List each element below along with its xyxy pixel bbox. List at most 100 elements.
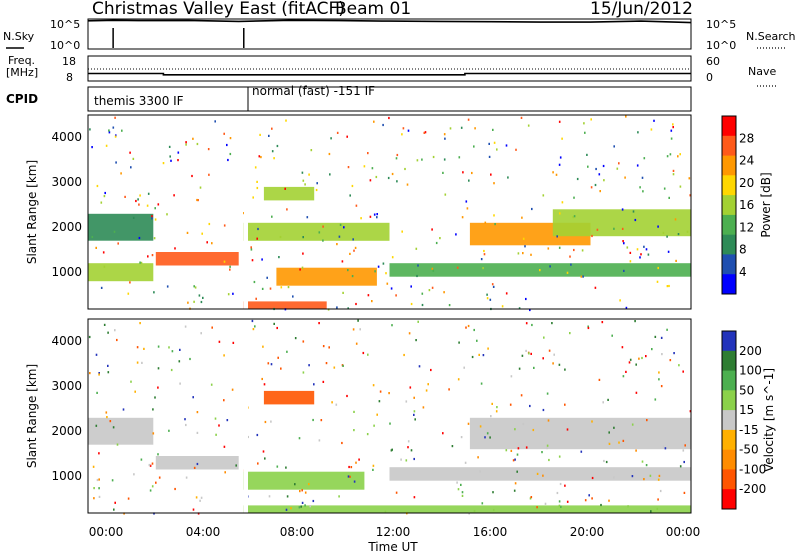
scatter-point — [200, 496, 203, 499]
scatter-point — [542, 357, 544, 360]
scatter-point — [146, 204, 149, 207]
xtick-0000: 00:00 — [89, 525, 124, 539]
scatter-point — [556, 235, 558, 238]
scatter-point — [357, 319, 359, 322]
scatter-point — [524, 245, 526, 248]
scatter-point — [493, 214, 495, 217]
velocity-colorbar-swatch — [722, 449, 736, 470]
scatter-point — [116, 338, 118, 342]
scatter-point — [507, 176, 509, 179]
scatter-point — [191, 174, 193, 178]
scatter-point — [493, 141, 496, 144]
scatter-point — [124, 195, 126, 198]
scatter-point — [343, 226, 345, 229]
scatter-point — [135, 199, 137, 203]
scatter-point — [336, 131, 339, 134]
velocity-colorbar-tick: -100 — [739, 462, 766, 476]
scatter-point — [640, 253, 642, 256]
scatter-point — [463, 366, 465, 369]
scatter-point — [657, 225, 659, 228]
xtick-0400: 04:00 — [186, 525, 221, 539]
scatter-point — [473, 145, 475, 148]
scatter-point — [520, 116, 523, 119]
scatter-point — [460, 436, 463, 439]
scatter-point — [639, 186, 641, 189]
scatter-point — [137, 198, 139, 201]
cpid-frame — [87, 86, 692, 112]
scatter-point — [211, 326, 213, 329]
scatter-point — [199, 186, 202, 189]
scatter-point — [355, 204, 358, 207]
data-band — [88, 417, 154, 445]
scatter-point — [672, 173, 675, 176]
nsearch-tick-low: 10^0 — [706, 39, 736, 52]
scatter-point — [276, 326, 278, 330]
scatter-point — [443, 291, 445, 294]
scatter-point — [232, 292, 234, 295]
scatter-point — [229, 265, 231, 268]
scatter-point — [486, 297, 489, 300]
scatter-point — [632, 210, 635, 213]
scatter-point — [553, 353, 555, 356]
scatter-point — [546, 447, 548, 450]
scatter-point — [347, 166, 350, 169]
scatter-point — [322, 345, 325, 348]
scatter-point — [439, 237, 441, 240]
scatter-point — [396, 153, 399, 157]
scatter-point — [193, 466, 196, 469]
data-band — [469, 417, 691, 450]
scatter-point — [376, 413, 378, 416]
scatter-point — [591, 497, 593, 500]
scatter-point — [372, 464, 375, 467]
velocity-colorbar: 200 100 50 15 -15 -50 -100 -200 Velocity [m s^-… — [721, 330, 776, 510]
scatter-point — [98, 495, 101, 498]
scatter-point — [587, 325, 589, 328]
data-band — [243, 301, 327, 309]
scatter-point — [196, 411, 199, 414]
scatter-point — [185, 476, 188, 479]
scatter-point — [414, 418, 416, 421]
scatter-point — [192, 396, 194, 399]
scatter-point — [223, 260, 226, 263]
data-band — [155, 252, 239, 266]
velocity-frame — [87, 318, 692, 514]
scatter-point — [193, 300, 195, 303]
scatter-point — [494, 223, 496, 226]
scatter-point — [404, 167, 406, 171]
scatter-point — [196, 142, 199, 146]
scatter-point — [89, 128, 91, 131]
scatter-point — [558, 120, 561, 123]
scatter-point — [379, 390, 382, 393]
scatter-point — [564, 368, 566, 371]
scatter-point — [302, 340, 305, 343]
scatter-point — [231, 388, 234, 391]
scatter-point — [529, 497, 532, 500]
scatter-point — [223, 224, 226, 227]
scatter-point — [179, 348, 181, 351]
scatter-point — [162, 162, 165, 165]
scatter-point — [559, 212, 561, 215]
scatter-point — [492, 508, 495, 512]
scatter-point — [256, 186, 259, 190]
scatter-point — [259, 133, 261, 136]
scatter-point — [148, 463, 151, 467]
scatter-point — [116, 443, 119, 446]
scatter-point — [580, 450, 583, 453]
scatter-point — [139, 261, 141, 264]
scatter-point — [689, 410, 692, 413]
scatter-point — [643, 478, 645, 481]
scatter-point — [580, 275, 583, 278]
scatter-point — [333, 366, 336, 369]
scatter-point — [509, 403, 512, 406]
scatter-point — [415, 339, 417, 342]
scatter-point — [667, 250, 670, 253]
velocity-colorbar-swatch — [722, 331, 736, 352]
scatter-point — [373, 213, 376, 216]
scatter-point — [301, 266, 304, 269]
scatter-point — [522, 237, 525, 240]
scatter-point — [170, 368, 173, 372]
beam-label: Beam 01 — [335, 0, 411, 19]
scatter-point — [552, 171, 554, 174]
scatter-point — [271, 215, 273, 218]
scatter-point — [195, 496, 198, 499]
